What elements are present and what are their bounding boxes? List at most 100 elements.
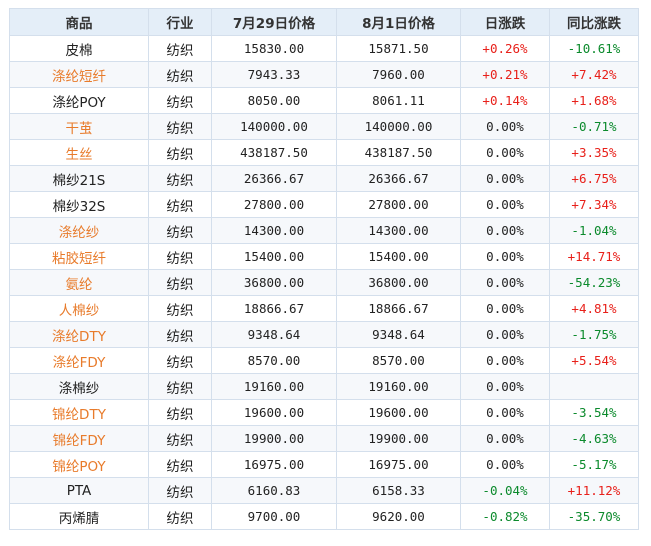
table-row: 氨纶 纺织 36800.00 36800.00 0.00% -54.23% xyxy=(9,269,639,296)
day-change-cell: 0.00% xyxy=(460,139,550,166)
commodity-name[interactable]: 锦纶DTY xyxy=(9,399,149,426)
yoy-change-cell: -10.61% xyxy=(549,35,639,62)
header-day-change: 日涨跌 xyxy=(460,8,550,36)
commodity-name[interactable]: 涤纶纱 xyxy=(9,217,149,244)
yoy-change-cell: -54.23% xyxy=(549,269,639,296)
industry-cell: 纺织 xyxy=(148,139,212,166)
table-row: 涤棉纱 纺织 19160.00 19160.00 0.00% xyxy=(9,373,639,400)
day-change-cell: 0.00% xyxy=(460,399,550,426)
yoy-change-cell: +5.54% xyxy=(549,347,639,374)
industry-cell: 纺织 xyxy=(148,373,212,400)
commodity-name: 丙烯腈 xyxy=(9,503,149,530)
commodity-name: 涤棉纱 xyxy=(9,373,149,400)
day-change-cell: 0.00% xyxy=(460,295,550,322)
commodity-name[interactable]: 干茧 xyxy=(9,113,149,140)
price-0729-cell: 26366.67 xyxy=(211,165,337,192)
price-0729-cell: 19160.00 xyxy=(211,373,337,400)
commodity-name: 棉纱21S xyxy=(9,165,149,192)
price-0729-cell: 140000.00 xyxy=(211,113,337,140)
commodity-name[interactable]: 生丝 xyxy=(9,139,149,166)
price-0801-cell: 15400.00 xyxy=(336,243,461,270)
price-0729-cell: 19600.00 xyxy=(211,399,337,426)
header-commodity: 商品 xyxy=(9,8,149,36)
commodity-name[interactable]: 氨纶 xyxy=(9,269,149,296)
commodity-name[interactable]: 锦纶FDY xyxy=(9,425,149,452)
yoy-change-cell: -0.71% xyxy=(549,113,639,140)
day-change-cell: +0.14% xyxy=(460,87,550,114)
price-0729-cell: 7943.33 xyxy=(211,61,337,88)
table-row: 锦纶DTY 纺织 19600.00 19600.00 0.00% -3.54% xyxy=(9,399,639,426)
industry-cell: 纺织 xyxy=(148,217,212,244)
price-0729-cell: 9700.00 xyxy=(211,503,337,530)
commodity-name: 涤纶POY xyxy=(9,87,149,114)
table-row: PTA 纺织 6160.83 6158.33 -0.04% +11.12% xyxy=(9,477,639,504)
day-change-cell: +0.21% xyxy=(460,61,550,88)
price-table-container: 商品 行业 7月29日价格 8月1日价格 日涨跌 同比涨跌 皮棉 纺织 15830.… xyxy=(9,8,639,530)
price-0729-cell: 27800.00 xyxy=(211,191,337,218)
yoy-change-cell: -5.17% xyxy=(549,451,639,478)
header-industry: 行业 xyxy=(148,8,212,36)
industry-cell: 纺织 xyxy=(148,347,212,374)
day-change-cell: 0.00% xyxy=(460,165,550,192)
industry-cell: 纺织 xyxy=(148,269,212,296)
yoy-change-cell: +7.42% xyxy=(549,61,639,88)
industry-cell: 纺织 xyxy=(148,113,212,140)
yoy-change-cell: +7.34% xyxy=(549,191,639,218)
price-0801-cell: 18866.67 xyxy=(336,295,461,322)
price-0729-cell: 15400.00 xyxy=(211,243,337,270)
table-header: 商品 行业 7月29日价格 8月1日价格 日涨跌 同比涨跌 xyxy=(9,8,639,36)
yoy-change-cell: +3.35% xyxy=(549,139,639,166)
day-change-cell: 0.00% xyxy=(460,217,550,244)
commodity-name: 皮棉 xyxy=(9,35,149,62)
price-0801-cell: 19160.00 xyxy=(336,373,461,400)
table-row: 皮棉 纺织 15830.00 15871.50 +0.26% -10.61% xyxy=(9,35,639,62)
commodity-name[interactable]: 锦纶POY xyxy=(9,451,149,478)
price-0729-cell: 438187.50 xyxy=(211,139,337,166)
industry-cell: 纺织 xyxy=(148,321,212,348)
table-row: 棉纱32S 纺织 27800.00 27800.00 0.00% +7.34% xyxy=(9,191,639,218)
industry-cell: 纺织 xyxy=(148,425,212,452)
industry-cell: 纺织 xyxy=(148,503,212,530)
industry-cell: 纺织 xyxy=(148,87,212,114)
header-price-0801: 8月1日价格 xyxy=(336,8,461,36)
price-0801-cell: 19900.00 xyxy=(336,425,461,452)
price-0801-cell: 6158.33 xyxy=(336,477,461,504)
price-0801-cell: 8061.11 xyxy=(336,87,461,114)
industry-cell: 纺织 xyxy=(148,165,212,192)
yoy-change-cell: +6.75% xyxy=(549,165,639,192)
commodity-name[interactable]: 粘胶短纤 xyxy=(9,243,149,270)
table-row: 涤纶FDY 纺织 8570.00 8570.00 0.00% +5.54% xyxy=(9,347,639,374)
day-change-cell: 0.00% xyxy=(460,113,550,140)
commodity-name[interactable]: 涤纶短纤 xyxy=(9,61,149,88)
price-0801-cell: 9620.00 xyxy=(336,503,461,530)
price-0801-cell: 8570.00 xyxy=(336,347,461,374)
commodity-name[interactable]: 涤纶FDY xyxy=(9,347,149,374)
industry-cell: 纺织 xyxy=(148,451,212,478)
industry-cell: 纺织 xyxy=(148,295,212,322)
price-0801-cell: 19600.00 xyxy=(336,399,461,426)
price-0729-cell: 36800.00 xyxy=(211,269,337,296)
commodity-name: 棉纱32S xyxy=(9,191,149,218)
price-0729-cell: 18866.67 xyxy=(211,295,337,322)
table-row: 生丝 纺织 438187.50 438187.50 0.00% +3.35% xyxy=(9,139,639,166)
table-row: 锦纶POY 纺织 16975.00 16975.00 0.00% -5.17% xyxy=(9,451,639,478)
price-0801-cell: 140000.00 xyxy=(336,113,461,140)
table-row: 涤纶纱 纺织 14300.00 14300.00 0.00% -1.04% xyxy=(9,217,639,244)
price-0729-cell: 8570.00 xyxy=(211,347,337,374)
yoy-change-cell: -3.54% xyxy=(549,399,639,426)
industry-cell: 纺织 xyxy=(148,191,212,218)
commodity-name[interactable]: 人棉纱 xyxy=(9,295,149,322)
day-change-cell: 0.00% xyxy=(460,269,550,296)
commodity-name: PTA xyxy=(9,477,149,504)
industry-cell: 纺织 xyxy=(148,477,212,504)
day-change-cell: +0.26% xyxy=(460,35,550,62)
industry-cell: 纺织 xyxy=(148,61,212,88)
yoy-change-cell: +4.81% xyxy=(549,295,639,322)
day-change-cell: 0.00% xyxy=(460,243,550,270)
table-row: 丙烯腈 纺织 9700.00 9620.00 -0.82% -35.70% xyxy=(9,503,639,530)
table-row: 粘胶短纤 纺织 15400.00 15400.00 0.00% +14.71% xyxy=(9,243,639,270)
price-0801-cell: 7960.00 xyxy=(336,61,461,88)
commodity-name[interactable]: 涤纶DTY xyxy=(9,321,149,348)
day-change-cell: 0.00% xyxy=(460,425,550,452)
price-0801-cell: 9348.64 xyxy=(336,321,461,348)
